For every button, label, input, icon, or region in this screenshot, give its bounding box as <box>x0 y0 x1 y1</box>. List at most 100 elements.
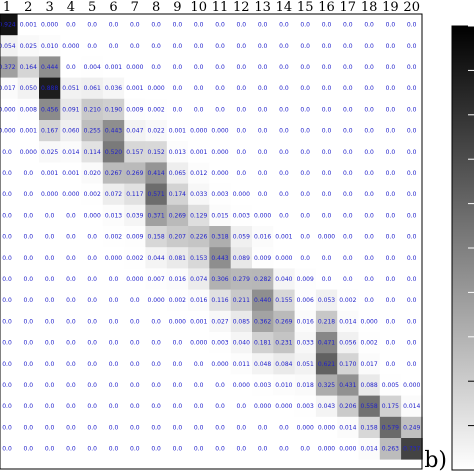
cell-value: 0.001 <box>105 64 122 71</box>
heatmap-cell <box>81 56 104 78</box>
cell-value: 0.014 <box>403 403 420 410</box>
heatmap-cell <box>315 374 338 396</box>
cell-value: 0.0 <box>258 149 268 156</box>
cell-value: 0.0 <box>109 340 119 347</box>
heatmap-cell <box>294 226 317 248</box>
heatmap-cell <box>124 353 146 375</box>
heatmap-cell <box>273 226 295 248</box>
heatmap-cell <box>102 353 125 375</box>
heatmap-cell <box>0 35 19 57</box>
cell-value: 0.0 <box>87 446 97 453</box>
cell-value: 0.0 <box>194 361 204 368</box>
cell-value: 0.0 <box>2 361 12 368</box>
heatmap-cell <box>0 438 19 460</box>
cell-value: 0.0 <box>300 43 310 50</box>
cell-value: 0.0 <box>407 340 417 347</box>
heatmap-cell <box>315 438 338 460</box>
cell-value: 0.170 <box>339 361 356 368</box>
cell-value: 0.0 <box>343 106 353 113</box>
heatmap-cell <box>252 353 274 375</box>
cell-value: 0.0 <box>386 170 396 177</box>
cell-value: 0.0 <box>407 43 417 50</box>
cell-value: 0.039 <box>126 212 143 219</box>
heatmap-cell <box>102 56 125 78</box>
cell-value: 0.0 <box>279 212 289 219</box>
column-label: 15 <box>297 0 314 15</box>
cell-value: 0.0 <box>45 340 55 347</box>
cell-value: 0.018 <box>297 382 314 389</box>
heatmap-cell <box>294 141 317 163</box>
heatmap-cell <box>294 438 317 460</box>
cell-value: 0.0 <box>24 191 34 198</box>
cell-value: 0.0 <box>322 128 332 135</box>
cell-value: 0.0 <box>279 22 289 29</box>
cell-value: 0.0 <box>130 43 140 50</box>
heatmap-cell <box>17 56 40 78</box>
cell-value: 0.0 <box>386 340 396 347</box>
cell-value: 0.0 <box>386 234 396 241</box>
heatmap-cell <box>60 204 82 227</box>
heatmap-cell <box>252 332 274 354</box>
heatmap-cell <box>294 374 317 396</box>
cell-value: 0.0 <box>66 234 76 241</box>
heatmap-cell <box>102 416 125 439</box>
heatmap-cell <box>102 35 125 57</box>
cell-value: 0.040 <box>233 340 250 347</box>
cell-value: 0.0 <box>151 340 161 347</box>
heatmap-cell <box>39 416 61 439</box>
heatmap-cell <box>273 374 295 396</box>
cell-value: 0.050 <box>20 85 37 92</box>
heatmap-cell <box>188 183 210 206</box>
heatmap-cell <box>188 395 210 418</box>
cell-value: 0.0 <box>237 170 247 177</box>
heatmap-cell <box>209 289 231 312</box>
cell-value: 0.0 <box>407 234 417 241</box>
cell-value: 0.0 <box>24 403 34 410</box>
heatmap-cell <box>124 374 146 396</box>
cell-value: 0.0 <box>364 128 374 135</box>
heatmap-cell <box>0 120 19 142</box>
heatmap-cell <box>401 332 423 354</box>
cell-value: 0.0 <box>407 255 417 262</box>
cell-value: 0.014 <box>339 318 356 325</box>
cell-value: 0.0 <box>173 340 183 347</box>
heatmap-cell <box>39 162 61 184</box>
cell-value: 0.0 <box>173 424 183 431</box>
heatmap-cell <box>39 120 61 142</box>
heatmap-cell <box>0 332 19 354</box>
cell-value: 0.0 <box>279 424 289 431</box>
cell-value: 0.0 <box>407 106 417 113</box>
heatmap-cell <box>0 374 19 396</box>
heatmap-cell <box>166 120 189 142</box>
cell-value: 0.000 <box>0 128 16 135</box>
cell-value: 0.164 <box>20 64 37 71</box>
heatmap-cell <box>81 310 104 333</box>
column-label: 1 <box>3 0 11 15</box>
cell-value: 0.0 <box>87 424 97 431</box>
cell-value: 0.0 <box>66 64 76 71</box>
cell-value: 0.000 <box>41 22 58 29</box>
cell-value: 0.000 <box>148 85 165 92</box>
cell-value: 0.0 <box>87 403 97 410</box>
cell-value: 0.362 <box>254 318 271 325</box>
cell-value: 0.013 <box>105 212 122 219</box>
cell-value: 0.0 <box>237 22 247 29</box>
heatmap-cell <box>230 268 253 290</box>
cell-value: 0.0 <box>24 234 34 241</box>
cell-value: 0.0 <box>279 64 289 71</box>
heatmap-cell <box>124 438 146 460</box>
cell-value: 0.003 <box>254 382 271 389</box>
cell-value: 0.175 <box>382 403 399 410</box>
cell-value: 0.0 <box>343 128 353 135</box>
heatmap-cell <box>0 289 19 312</box>
heatmap-cell <box>401 438 423 460</box>
cell-value: 0.0 <box>109 297 119 304</box>
column-label: 12 <box>233 0 250 15</box>
heatmap-cell <box>273 56 295 78</box>
heatmap-cell <box>124 162 146 184</box>
heatmap-cell <box>315 77 338 100</box>
cell-value: 0.0 <box>386 85 396 92</box>
cell-value: 0.152 <box>148 149 165 156</box>
heatmap-cell <box>401 183 423 206</box>
cell-value: 0.001 <box>126 85 143 92</box>
